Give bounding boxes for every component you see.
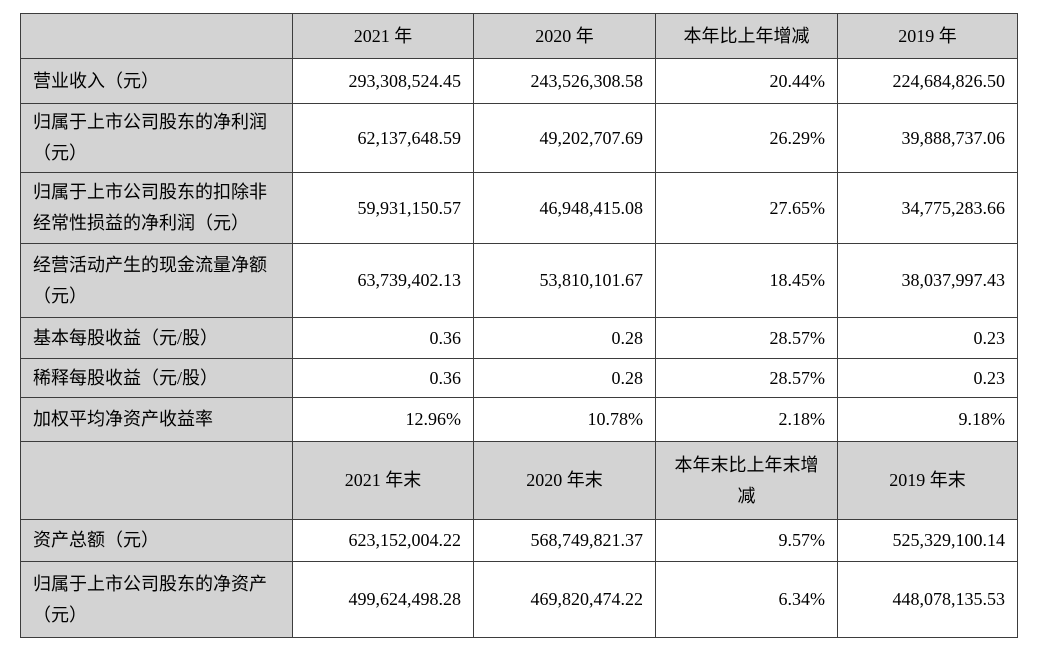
- value-2020: 469,820,474.22: [473, 561, 656, 638]
- table-row-weighted-avg-roe: 加权平均净资产收益率 12.96% 10.78% 2.18% 9.18%: [20, 397, 1018, 442]
- row-label: 基本每股收益（元/股）: [20, 317, 293, 359]
- value-change: 28.57%: [655, 358, 838, 398]
- table-row-operating-revenue: 营业收入（元） 293,308,524.45 243,526,308.58 20…: [20, 58, 1018, 104]
- yearend-header-change: 本年末比上年末增减: [655, 441, 838, 520]
- value-2019: 224,684,826.50: [837, 58, 1018, 104]
- row-label: 经营活动产生的现金流量净额（元）: [20, 243, 293, 318]
- row-label: 资产总额（元）: [20, 519, 293, 562]
- table-row-net-assets: 归属于上市公司股东的净资产（元） 499,624,498.28 469,820,…: [20, 561, 1018, 638]
- value-2021: 499,624,498.28: [292, 561, 474, 638]
- row-label: 稀释每股收益（元/股）: [20, 358, 293, 398]
- table-row-net-profit-excl-nonrecurring: 归属于上市公司股东的扣除非经常性损益的净利润（元） 59,931,150.57 …: [20, 172, 1018, 244]
- value-2020: 53,810,101.67: [473, 243, 656, 318]
- value-change: 20.44%: [655, 58, 838, 104]
- value-2019: 525,329,100.14: [837, 519, 1018, 562]
- table-row-total-assets: 资产总额（元） 623,152,004.22 568,749,821.37 9.…: [20, 519, 1018, 562]
- value-change: 18.45%: [655, 243, 838, 318]
- value-2020: 243,526,308.58: [473, 58, 656, 104]
- value-2019: 9.18%: [837, 397, 1018, 442]
- value-2021: 63,739,402.13: [292, 243, 474, 318]
- annual-header-2021: 2021 年: [292, 13, 474, 59]
- value-change: 9.57%: [655, 519, 838, 562]
- value-2019: 38,037,997.43: [837, 243, 1018, 318]
- table-row-basic-eps: 基本每股收益（元/股） 0.36 0.28 28.57% 0.23: [20, 317, 1018, 359]
- value-change: 26.29%: [655, 103, 838, 173]
- yearend-header-2021: 2021 年末: [292, 441, 474, 520]
- value-change: 28.57%: [655, 317, 838, 359]
- value-change: 6.34%: [655, 561, 838, 638]
- annual-header-blank-cell: [20, 13, 293, 59]
- annual-header-2019: 2019 年: [837, 13, 1018, 59]
- value-2021: 59,931,150.57: [292, 172, 474, 244]
- yearend-header-row: 2021 年末 2020 年末 本年末比上年末增减 2019 年末: [20, 441, 1018, 520]
- yearend-header-blank-cell: [20, 441, 293, 520]
- annual-header-2020: 2020 年: [473, 13, 656, 59]
- row-label: 归属于上市公司股东的净利润（元）: [20, 103, 293, 173]
- value-2021: 623,152,004.22: [292, 519, 474, 562]
- value-2019: 34,775,283.66: [837, 172, 1018, 244]
- row-label: 加权平均净资产收益率: [20, 397, 293, 442]
- value-2021: 0.36: [292, 317, 474, 359]
- yearend-header-2019: 2019 年末: [837, 441, 1018, 520]
- value-2020: 46,948,415.08: [473, 172, 656, 244]
- table-row-operating-cash-flow: 经营活动产生的现金流量净额（元） 63,739,402.13 53,810,10…: [20, 243, 1018, 318]
- value-2020: 10.78%: [473, 397, 656, 442]
- value-2020: 0.28: [473, 358, 656, 398]
- value-2019: 0.23: [837, 317, 1018, 359]
- value-2019: 39,888,737.06: [837, 103, 1018, 173]
- annual-header-change: 本年比上年增减: [655, 13, 838, 59]
- row-label: 营业收入（元）: [20, 58, 293, 104]
- value-2020: 49,202,707.69: [473, 103, 656, 173]
- row-label: 归属于上市公司股东的净资产（元）: [20, 561, 293, 638]
- value-2019: 448,078,135.53: [837, 561, 1018, 638]
- row-label: 归属于上市公司股东的扣除非经常性损益的净利润（元）: [20, 172, 293, 244]
- yearend-header-2020: 2020 年末: [473, 441, 656, 520]
- value-change: 27.65%: [655, 172, 838, 244]
- value-2019: 0.23: [837, 358, 1018, 398]
- table-row-net-profit: 归属于上市公司股东的净利润（元） 62,137,648.59 49,202,70…: [20, 103, 1018, 173]
- value-2021: 62,137,648.59: [292, 103, 474, 173]
- value-2021: 293,308,524.45: [292, 58, 474, 104]
- value-2021: 12.96%: [292, 397, 474, 442]
- annual-header-row: 2021 年 2020 年 本年比上年增减 2019 年: [20, 13, 1018, 59]
- value-change: 2.18%: [655, 397, 838, 442]
- value-2020: 0.28: [473, 317, 656, 359]
- financial-summary-table: 2021 年 2020 年 本年比上年增减 2019 年 营业收入（元） 293…: [20, 13, 1018, 638]
- table-row-diluted-eps: 稀释每股收益（元/股） 0.36 0.28 28.57% 0.23: [20, 358, 1018, 398]
- value-2021: 0.36: [292, 358, 474, 398]
- value-2020: 568,749,821.37: [473, 519, 656, 562]
